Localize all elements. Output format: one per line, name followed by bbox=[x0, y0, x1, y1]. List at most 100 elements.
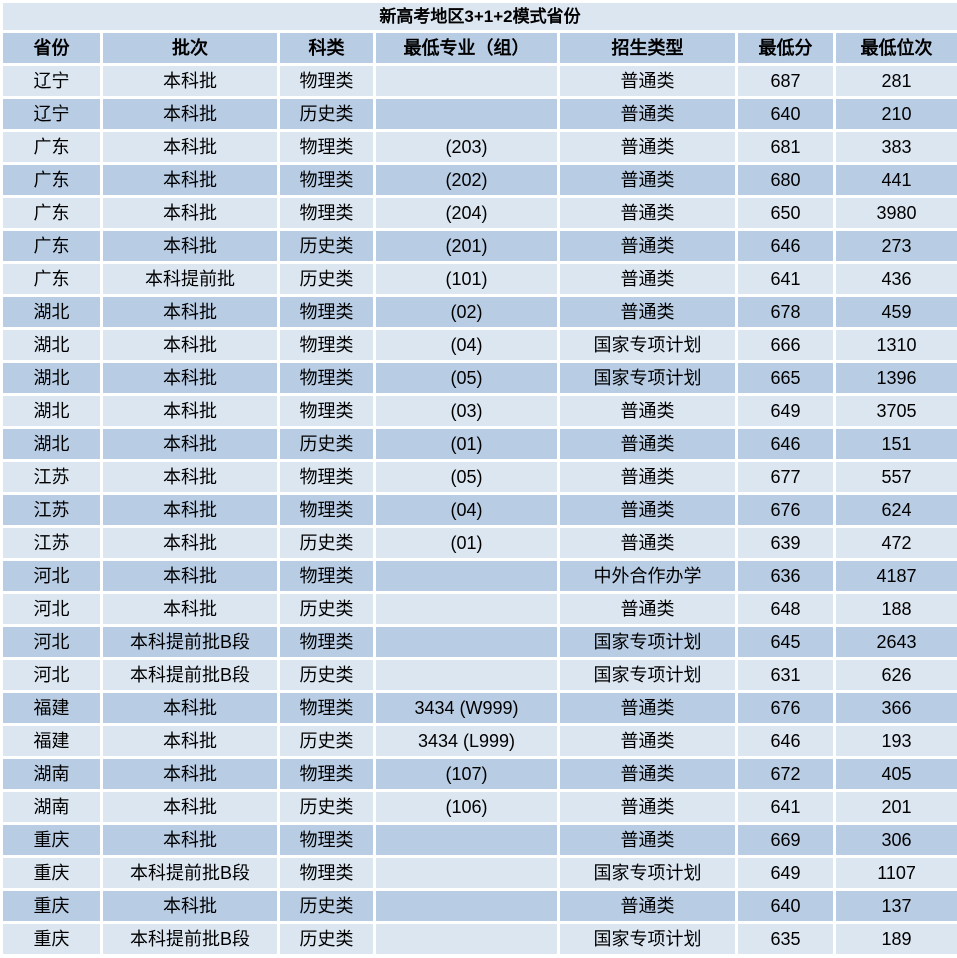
cell-subject: 历史类 bbox=[277, 591, 376, 627]
cell-province: 江苏 bbox=[0, 492, 103, 528]
cell-province: 重庆 bbox=[0, 855, 103, 891]
cell-min-score: 680 bbox=[735, 162, 836, 198]
cell-min-score: 646 bbox=[735, 228, 836, 264]
cell-province: 河北 bbox=[0, 624, 103, 660]
cell-admission-type: 普通类 bbox=[557, 525, 738, 561]
cell-min-score: 649 bbox=[735, 393, 836, 429]
cell-batch: 本科批 bbox=[100, 393, 280, 429]
cell-min-rank: 626 bbox=[832, 657, 957, 693]
cell-major-group bbox=[373, 855, 560, 891]
cell-admission-type: 普通类 bbox=[557, 63, 738, 99]
cell-subject: 物理类 bbox=[277, 492, 376, 528]
cell-subject: 历史类 bbox=[277, 657, 376, 693]
cell-batch: 本科批 bbox=[100, 426, 280, 462]
cell-min-score: 640 bbox=[735, 96, 836, 132]
cell-min-rank: 624 bbox=[832, 492, 957, 528]
cell-admission-type: 普通类 bbox=[557, 756, 738, 792]
cell-subject: 物理类 bbox=[277, 162, 376, 198]
cell-min-score: 631 bbox=[735, 657, 836, 693]
cell-subject: 历史类 bbox=[277, 426, 376, 462]
cell-min-score: 635 bbox=[735, 921, 836, 957]
cell-min-score: 677 bbox=[735, 459, 836, 495]
cell-province: 福建 bbox=[0, 690, 103, 726]
cell-subject: 历史类 bbox=[277, 96, 376, 132]
table-row: 广东 本科批 物理类 (203) 普通类 681 383 bbox=[0, 129, 957, 165]
cell-major-group bbox=[373, 921, 560, 957]
cell-min-score: 676 bbox=[735, 690, 836, 726]
table-row: 福建 本科批 历史类 3434 (L999) 普通类 646 193 bbox=[0, 723, 957, 759]
table-row: 辽宁 本科批 物理类 普通类 687 281 bbox=[0, 63, 957, 99]
cell-admission-type: 普通类 bbox=[557, 162, 738, 198]
table-row: 广东 本科提前批 历史类 (101) 普通类 641 436 bbox=[0, 261, 957, 297]
table-row: 江苏 本科批 历史类 (01) 普通类 639 472 bbox=[0, 525, 957, 561]
page-title: 新高考地区3+1+2模式省份 bbox=[0, 0, 957, 33]
cell-major-group: (03) bbox=[373, 393, 560, 429]
cell-min-score: 641 bbox=[735, 261, 836, 297]
cell-major-group bbox=[373, 822, 560, 858]
cell-subject: 历史类 bbox=[277, 525, 376, 561]
cell-subject: 物理类 bbox=[277, 393, 376, 429]
cell-admission-type: 国家专项计划 bbox=[557, 921, 738, 957]
cell-batch: 本科批 bbox=[100, 492, 280, 528]
table-row: 广东 本科批 物理类 (204) 普通类 650 3980 bbox=[0, 195, 957, 231]
column-header-province: 省份 bbox=[0, 30, 103, 66]
column-header-admission-type: 招生类型 bbox=[557, 30, 738, 66]
cell-province: 湖北 bbox=[0, 426, 103, 462]
cell-subject: 物理类 bbox=[277, 459, 376, 495]
table-row: 湖北 本科批 物理类 (05) 国家专项计划 665 1396 bbox=[0, 360, 957, 396]
cell-batch: 本科批 bbox=[100, 162, 280, 198]
table-row: 江苏 本科批 物理类 (04) 普通类 676 624 bbox=[0, 492, 957, 528]
cell-min-rank: 201 bbox=[832, 789, 957, 825]
cell-min-rank: 441 bbox=[832, 162, 957, 198]
cell-admission-type: 普通类 bbox=[557, 228, 738, 264]
cell-admission-type: 普通类 bbox=[557, 492, 738, 528]
cell-province: 河北 bbox=[0, 591, 103, 627]
cell-min-rank: 281 bbox=[832, 63, 957, 99]
cell-batch: 本科批 bbox=[100, 888, 280, 924]
table-row: 河北 本科提前批B段 物理类 国家专项计划 645 2643 bbox=[0, 624, 957, 660]
cell-major-group bbox=[373, 591, 560, 627]
cell-major-group bbox=[373, 558, 560, 594]
cell-major-group bbox=[373, 888, 560, 924]
cell-min-score: 636 bbox=[735, 558, 836, 594]
cell-subject: 物理类 bbox=[277, 690, 376, 726]
cell-batch: 本科提前批 bbox=[100, 261, 280, 297]
cell-major-group: (04) bbox=[373, 492, 560, 528]
cell-admission-type: 普通类 bbox=[557, 195, 738, 231]
cell-province: 湖北 bbox=[0, 393, 103, 429]
cell-batch: 本科批 bbox=[100, 789, 280, 825]
cell-min-score: 665 bbox=[735, 360, 836, 396]
cell-min-rank: 3705 bbox=[832, 393, 957, 429]
table-row: 江苏 本科批 物理类 (05) 普通类 677 557 bbox=[0, 459, 957, 495]
cell-min-rank: 273 bbox=[832, 228, 957, 264]
title-row: 新高考地区3+1+2模式省份 bbox=[0, 0, 957, 33]
cell-batch: 本科批 bbox=[100, 723, 280, 759]
cell-min-rank: 193 bbox=[832, 723, 957, 759]
cell-province: 河北 bbox=[0, 558, 103, 594]
cell-admission-type: 普通类 bbox=[557, 822, 738, 858]
cell-min-score: 640 bbox=[735, 888, 836, 924]
cell-province: 广东 bbox=[0, 261, 103, 297]
table-row: 湖北 本科批 历史类 (01) 普通类 646 151 bbox=[0, 426, 957, 462]
cell-batch: 本科批 bbox=[100, 459, 280, 495]
cell-min-rank: 557 bbox=[832, 459, 957, 495]
cell-min-score: 669 bbox=[735, 822, 836, 858]
cell-subject: 物理类 bbox=[277, 327, 376, 363]
cell-admission-type: 普通类 bbox=[557, 294, 738, 330]
cell-min-rank: 4187 bbox=[832, 558, 957, 594]
cell-province: 湖南 bbox=[0, 789, 103, 825]
cell-batch: 本科批 bbox=[100, 294, 280, 330]
cell-admission-type: 国家专项计划 bbox=[557, 624, 738, 660]
cell-admission-type: 普通类 bbox=[557, 261, 738, 297]
column-header-min-score: 最低分 bbox=[735, 30, 836, 66]
cell-province: 湖北 bbox=[0, 360, 103, 396]
cell-major-group: (01) bbox=[373, 426, 560, 462]
cell-min-rank: 188 bbox=[832, 591, 957, 627]
cell-subject: 历史类 bbox=[277, 261, 376, 297]
cell-min-rank: 2643 bbox=[832, 624, 957, 660]
cell-subject: 历史类 bbox=[277, 888, 376, 924]
table-row: 重庆 本科提前批B段 历史类 国家专项计划 635 189 bbox=[0, 921, 957, 957]
cell-min-score: 648 bbox=[735, 591, 836, 627]
